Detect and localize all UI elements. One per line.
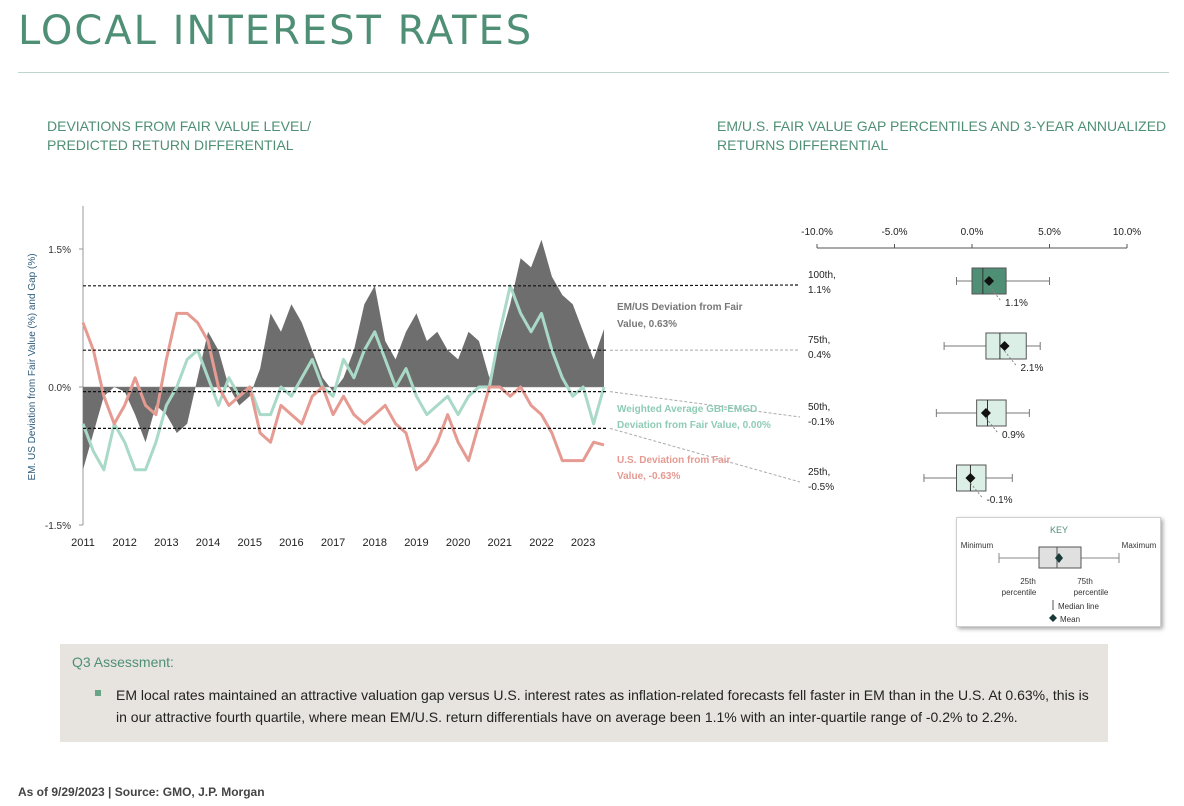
series-label-us: U.S. Deviation from Fair bbox=[617, 455, 730, 466]
box-row-label: 25th, bbox=[808, 467, 830, 478]
key-p75-line1: 75th bbox=[1077, 577, 1093, 586]
series-label-em-us: EM/US Deviation from Fair bbox=[617, 302, 743, 313]
box-mean-leader bbox=[985, 417, 999, 434]
x-tick-label: 2017 bbox=[321, 537, 345, 549]
box-mean-diamond bbox=[999, 341, 1010, 351]
x-tick-label: 2011 bbox=[71, 537, 95, 549]
assessment-text: EM local rates maintained an attractive … bbox=[116, 687, 1089, 725]
page-title: LOCAL INTEREST RATES bbox=[18, 8, 534, 54]
x-tick-label: 2018 bbox=[363, 537, 387, 549]
box-row-label: 100th, bbox=[808, 270, 836, 281]
series-area-em-us-gap bbox=[83, 239, 604, 470]
key-median-label: Median line bbox=[1058, 602, 1099, 611]
series-label-em-us-value: Value, 0.63% bbox=[617, 319, 677, 330]
box-x-tick-label: 5.0% bbox=[1038, 227, 1061, 238]
box-mean-diamond bbox=[984, 276, 995, 286]
x-tick-label: 2023 bbox=[571, 537, 595, 549]
box-mean-diamond bbox=[980, 408, 991, 418]
key-maximum-label: Maximum bbox=[1122, 541, 1157, 550]
series-label-weighted-value: Deviation from Fair Value, 0.00% bbox=[617, 420, 771, 431]
y-tick-label: 0.0% bbox=[48, 383, 71, 394]
key-p75-line2: percentile bbox=[1074, 588, 1109, 597]
left-chart-heading: DEVIATIONS FROM FAIR VALUE LEVEL/ PREDIC… bbox=[47, 118, 311, 153]
box-row-value: -0.1% bbox=[808, 417, 834, 428]
box-row-label: 50th, bbox=[808, 402, 830, 413]
box-row-label: 75th, bbox=[808, 335, 830, 346]
reference-connector-line bbox=[609, 284, 801, 287]
box-x-tick-label: -5.0% bbox=[881, 227, 907, 238]
key-title: KEY bbox=[1050, 525, 1068, 535]
key-graphic: KEY Minimum Maximum 25th percentile 75th… bbox=[961, 525, 1157, 624]
box-mean-diamond bbox=[965, 473, 976, 483]
x-tick-label: 2016 bbox=[279, 537, 303, 549]
box-row-value: -0.5% bbox=[808, 482, 834, 493]
series-line-weighted-average bbox=[81, 284, 606, 472]
box-mean-label: 1.1% bbox=[1005, 298, 1028, 309]
reference-connector-line bbox=[609, 427, 801, 483]
x-tick-label: 2012 bbox=[112, 537, 136, 549]
x-tick-label: 2021 bbox=[488, 537, 512, 549]
assessment-bullet-icon bbox=[95, 690, 101, 696]
box-row-value: 1.1% bbox=[808, 285, 831, 296]
key-p25-line1: 25th bbox=[1020, 577, 1036, 586]
source-footer: As of 9/29/2023 | Source: GMO, J.P. Morg… bbox=[18, 785, 265, 799]
box-mean-leader bbox=[970, 482, 983, 499]
assessment-panel: Q3 Assessment: EM local rates maintained… bbox=[60, 644, 1108, 742]
reference-connector-line bbox=[609, 391, 801, 418]
box-x-tick-label: 10.0% bbox=[1113, 227, 1141, 238]
key-mean-diamond bbox=[1055, 553, 1063, 563]
key-mean-label: Mean bbox=[1060, 615, 1080, 624]
y-axis-title: EM. US Deviation from Fair Value (%) and… bbox=[27, 253, 38, 480]
key-mean-legend-diamond bbox=[1049, 614, 1057, 622]
x-tick-label: 2015 bbox=[237, 537, 261, 549]
series-label-us-value: Value, -0.63% bbox=[617, 471, 680, 482]
charts-canvas: 1.5% 0.0% -1.5% EM. US Deviation from Fair … bbox=[27, 206, 1141, 549]
box-mean-leader bbox=[988, 285, 1002, 302]
box-mean-label: -0.1% bbox=[986, 495, 1012, 506]
y-tick-label: 1.5% bbox=[48, 245, 71, 256]
title-divider bbox=[18, 72, 1169, 73]
series-line-us-deviation bbox=[81, 311, 605, 472]
key-p25-line2: percentile bbox=[1002, 588, 1037, 597]
x-tick-label: 2022 bbox=[529, 537, 553, 549]
box-plot-key: KEY Minimum Maximum 25th percentile 75th… bbox=[956, 517, 1161, 627]
box-mean-label: 2.1% bbox=[1021, 363, 1044, 374]
key-minimum-label: Minimum bbox=[961, 541, 994, 550]
box-mean-leader bbox=[1004, 350, 1017, 367]
box-x-tick-label: 0.0% bbox=[961, 227, 984, 238]
box-mean-label: 0.9% bbox=[1002, 430, 1025, 441]
x-tick-label: 2020 bbox=[446, 537, 470, 549]
x-tick-label: 2013 bbox=[154, 537, 178, 549]
y-tick-label: -1.5% bbox=[45, 521, 71, 532]
right-chart-heading: EM/U.S. FAIR VALUE GAP PERCENTILES AND 3… bbox=[717, 118, 1167, 153]
box-x-tick-label: -10.0% bbox=[801, 227, 833, 238]
box-row-value: 0.4% bbox=[808, 350, 831, 361]
x-tick-label: 2019 bbox=[404, 537, 428, 549]
x-tick-label: 2014 bbox=[196, 537, 220, 549]
series-label-weighted: Weighted Average GBI-EMGD bbox=[617, 404, 757, 415]
assessment-title: Q3 Assessment: bbox=[72, 654, 174, 670]
